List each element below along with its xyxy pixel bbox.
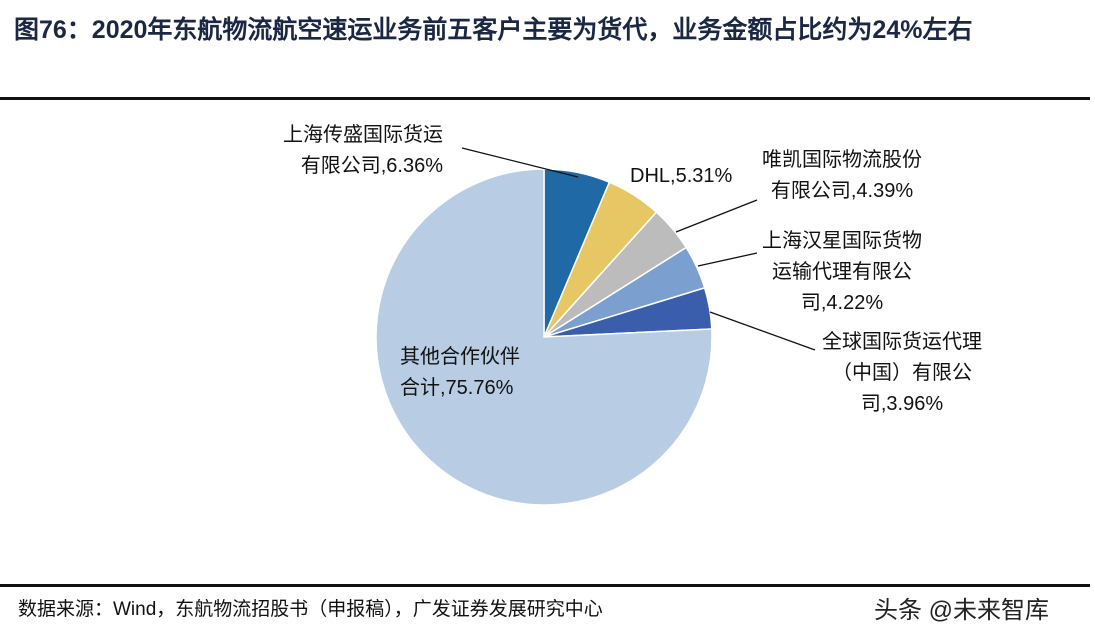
figure-title: 图76：2020年东航物流航空速运业务前五客户主要为货代，业务金额占比约为24%…	[14, 16, 973, 44]
data-label-3: 上海汉星国际货物 运输代理有限公 司,4.22%	[762, 230, 922, 314]
watermark: 头条 @未来智库	[874, 597, 1050, 624]
leader-line-3	[709, 311, 816, 351]
leader-line-1	[675, 199, 758, 233]
top-divider	[0, 97, 1090, 100]
pie-slice-5	[375, 168, 713, 506]
data-label-5: 其他合作伙伴 合计,75.76%	[400, 346, 520, 399]
leader-line-2	[697, 252, 758, 267]
data-label-1: DHL,5.31%	[630, 165, 733, 187]
data-label-4: 全球国际货运代理 （中国）有限公 司,3.96%	[822, 331, 982, 415]
leader-line-0	[461, 147, 579, 178]
data-label-2: 唯凯国际物流股份 有限公司,4.39%	[762, 149, 922, 202]
source-note: 数据来源：Wind，东航物流招股书（申报稿），广发证券发展研究中心	[18, 599, 603, 620]
bottom-divider	[0, 584, 1090, 587]
data-label-0: 上海传盛国际货运 有限公司,6.36%	[283, 124, 443, 177]
